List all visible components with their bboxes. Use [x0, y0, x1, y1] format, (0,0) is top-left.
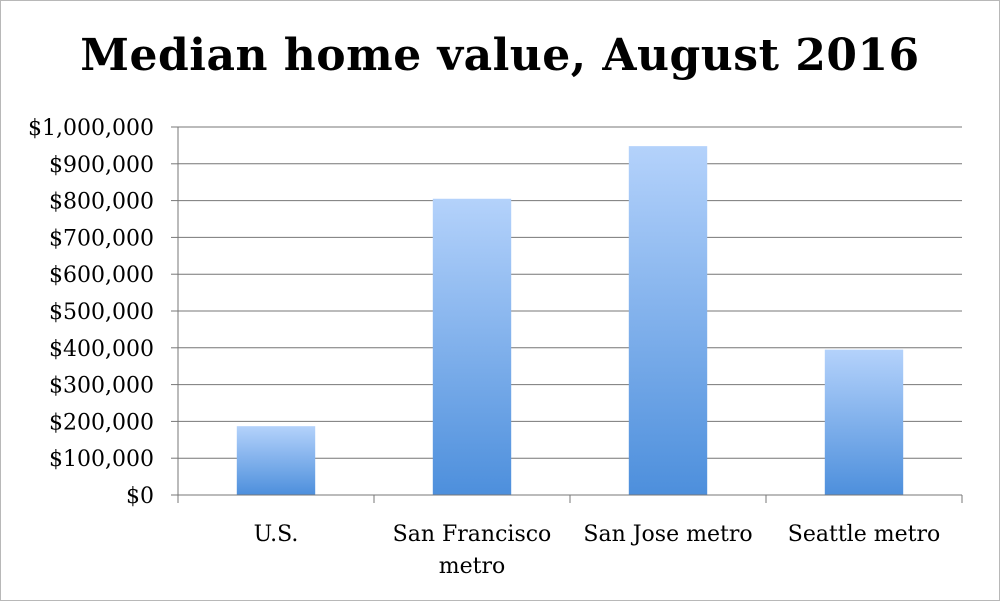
y-tick-label: $200,000	[49, 410, 154, 435]
x-tick-label: San Jose metro	[583, 522, 752, 547]
bar	[824, 349, 904, 495]
x-tick-label: Seattle metro	[788, 522, 940, 547]
y-tick-label: $900,000	[49, 153, 154, 178]
y-tick-label: $700,000	[49, 226, 154, 251]
bar	[236, 426, 316, 495]
tick-labels: $0 $100,000 $200,000 $300,000 $400,000 $500,0…	[28, 116, 940, 579]
y-tick-label: $0	[126, 484, 154, 509]
y-tick-label: $1,000,000	[28, 116, 154, 141]
y-tick-label: $100,000	[49, 447, 154, 472]
y-tick-label: $600,000	[49, 263, 154, 288]
y-tick-label: $800,000	[49, 190, 154, 215]
bars	[236, 146, 904, 496]
chart-title: Median home value, August 2016	[80, 30, 920, 81]
y-tick-label: $500,000	[49, 300, 154, 325]
x-tick-label: San Francisco	[393, 522, 552, 547]
y-tick-label: $300,000	[49, 374, 154, 399]
bar	[432, 198, 512, 495]
axes	[171, 126, 963, 503]
y-tick-label: $400,000	[49, 337, 154, 362]
x-tick-label: metro	[439, 554, 505, 579]
x-tick-label: U.S.	[254, 522, 299, 547]
bar	[628, 146, 708, 496]
